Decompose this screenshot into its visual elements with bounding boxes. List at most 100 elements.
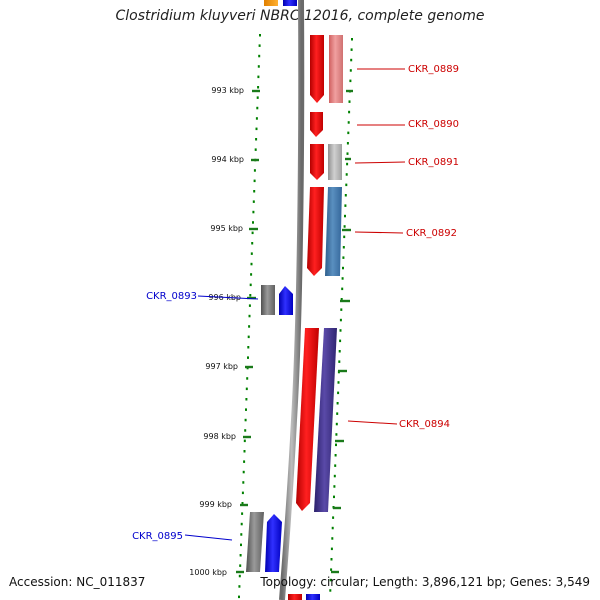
gc-dot (247, 335, 250, 339)
gc-dot (338, 360, 341, 363)
scale-label-993: 993 kbp (211, 86, 244, 95)
gene-features (246, 0, 343, 600)
gc-dot (244, 418, 247, 422)
gc-dot (253, 190, 256, 193)
gc-dot (253, 179, 256, 183)
gc-dot (336, 402, 339, 405)
gene-label-ckr-0892[interactable]: CKR_0892 (406, 228, 457, 239)
gc-dot (241, 491, 244, 495)
gc-dots-right (329, 38, 353, 592)
gene-label-ckr-0895[interactable]: CKR_0895 (132, 531, 183, 542)
gene-label-ckr-0889[interactable]: CKR_0889 (408, 64, 459, 75)
gc-dot (351, 38, 353, 41)
gc-dot (335, 422, 338, 426)
gc-dot (251, 231, 254, 235)
gc-dot (345, 173, 348, 176)
gc-dot (252, 221, 254, 224)
gene-label-ckr-0893[interactable]: CKR_0893 (146, 291, 197, 302)
gc-dot (258, 44, 261, 47)
gc-dot (346, 162, 349, 166)
gc-dot (259, 34, 261, 37)
gc-dot (245, 408, 247, 411)
gc-dot (345, 183, 348, 187)
gc-dot (335, 443, 337, 447)
gc-dot (341, 287, 344, 291)
gc-dot (336, 412, 339, 415)
gc-content-marks (331, 89, 353, 574)
feature-ckr-0895-cds[interactable] (246, 512, 264, 572)
gc-dot (250, 262, 253, 266)
gc-dot (253, 169, 256, 172)
gc-dot (258, 54, 261, 58)
gc-dot (333, 485, 336, 488)
gc-dot (342, 256, 345, 259)
gc-dot (249, 283, 252, 287)
gene-ckr-0889[interactable] (310, 35, 324, 103)
gene-labels: CKR_0889 CKR_0890 CKR_0891 CKR_0892 CKR_… (132, 64, 459, 542)
gc-dot (339, 329, 342, 332)
gc-dot (349, 69, 352, 72)
gene-ckr-0895[interactable] (265, 514, 282, 572)
gc-dot (239, 554, 242, 557)
gc-dot (329, 578, 332, 582)
gc-dot (340, 298, 343, 301)
gc-dot (257, 75, 260, 79)
gc-dot (243, 460, 246, 463)
gene-label-ckr-0894[interactable]: CKR_0894 (399, 419, 450, 430)
gc-dot (341, 277, 344, 280)
feature-ckr-0893-cds[interactable] (261, 285, 275, 315)
gc-dot (339, 339, 342, 343)
feature-ckr-0889-cds[interactable] (329, 35, 343, 103)
gc-dot (330, 558, 333, 561)
gc-dot (243, 450, 246, 453)
gc-dot (349, 79, 352, 83)
gc-dot (334, 454, 337, 457)
gc-dot (245, 398, 248, 401)
gene-label-ckr-0891[interactable]: CKR_0891 (408, 157, 459, 168)
gc-dot (239, 564, 242, 567)
gc-dot (348, 110, 351, 114)
gc-dot (347, 131, 350, 135)
scale-label-1000: 1000 kbp (189, 568, 227, 577)
gc-dot (337, 381, 340, 384)
label-leaders (184, 68, 406, 541)
gene-label-ckr-0890[interactable]: CKR_0890 (408, 119, 459, 130)
gc-dot (329, 589, 332, 592)
gc-dot (257, 86, 260, 89)
gc-dot (333, 495, 335, 499)
gc-dot (244, 429, 247, 432)
feature-ckr-0891-cds[interactable] (328, 144, 342, 180)
gc-dot (247, 356, 249, 359)
gc-dot (250, 252, 253, 255)
gc-dot (342, 246, 345, 249)
feature-red-bottom[interactable] (288, 594, 302, 600)
gc-dot (332, 516, 335, 519)
gene-ckr-0890[interactable] (310, 112, 323, 137)
gc-dot (252, 200, 255, 203)
gc-dot (238, 585, 241, 588)
scale-label-998: 998 kbp (203, 432, 236, 441)
gc-dot (256, 96, 259, 99)
feature-orange-top[interactable] (264, 0, 278, 6)
gc-dot (334, 464, 337, 467)
gene-ckr-0894[interactable] (296, 328, 319, 511)
gene-ckr-0892[interactable] (307, 187, 324, 276)
feature-blue-top[interactable] (283, 0, 297, 6)
gc-dot (248, 314, 251, 318)
feature-ckr-0894-cds[interactable] (314, 328, 337, 512)
gc-dot (347, 121, 350, 124)
scale-ticks (236, 89, 260, 574)
scale-label-997: 997 kbp (205, 362, 238, 371)
feature-ckr-0892-cds[interactable] (325, 187, 342, 276)
gc-dot (340, 308, 343, 311)
gc-dot (241, 502, 244, 505)
gc-dot (248, 304, 251, 307)
gene-ckr-0891[interactable] (310, 144, 324, 180)
gc-dot (343, 235, 346, 239)
feature-blue-bottom[interactable] (306, 594, 320, 600)
gc-dot (252, 210, 255, 214)
gc-dot (242, 470, 245, 474)
gc-dot (346, 152, 349, 155)
gene-ckr-0893[interactable] (279, 286, 293, 315)
